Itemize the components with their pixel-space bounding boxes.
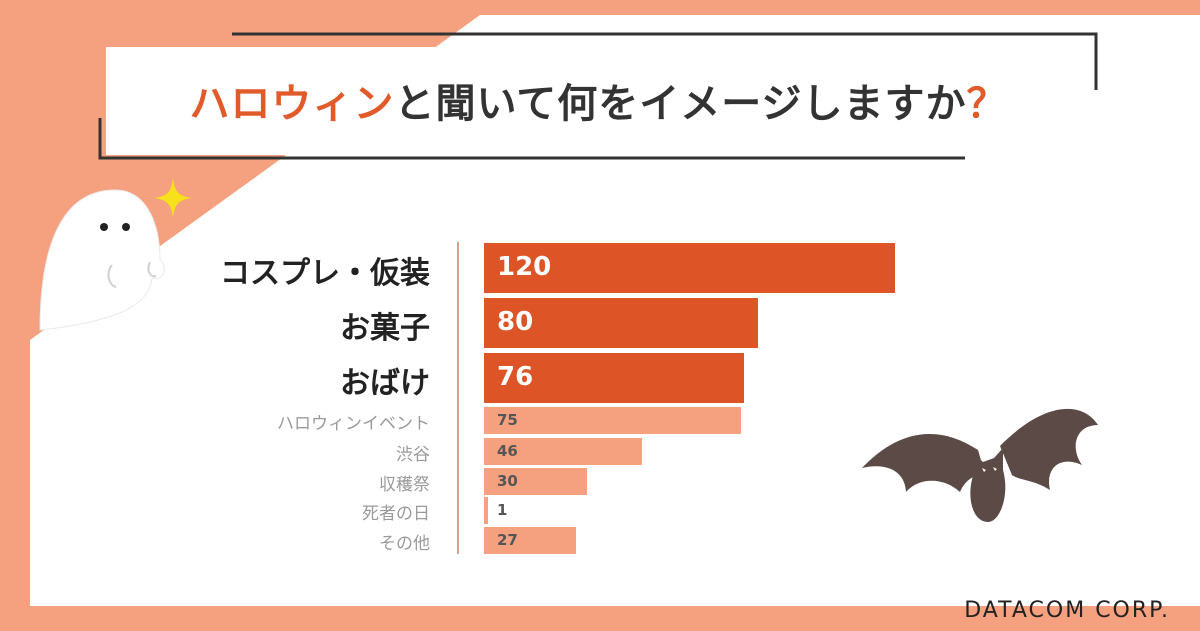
sparkle-icon	[154, 178, 192, 218]
bar	[484, 496, 488, 524]
category-label: コスプレ・仮装	[220, 256, 430, 291]
data-label: 30	[497, 472, 518, 490]
category-label: 死者の日	[362, 504, 430, 524]
bar	[484, 467, 587, 495]
bar	[484, 437, 642, 465]
bar	[484, 353, 745, 403]
category-label: お菓子	[340, 311, 430, 346]
bat-icon	[862, 408, 1098, 522]
category-label: 渋谷	[396, 445, 430, 465]
category-label: ハロウィンイベント	[277, 414, 430, 434]
title-frame-bottom	[98, 118, 965, 160]
title-box: ハロウィンと聞いて何をイメージしますか？	[106, 47, 1091, 155]
bar	[484, 526, 577, 554]
chart-title: ハロウィンと聞いて何をイメージしますか？	[106, 71, 1091, 129]
title-frame-top	[232, 32, 1098, 90]
title-main: と聞いて何をイメージしますか	[394, 81, 967, 127]
category-label: 収穫祭	[379, 475, 430, 495]
category-axis-line	[457, 242, 459, 554]
data-label: 120	[497, 252, 552, 282]
data-label: 76	[497, 362, 534, 392]
brand-logo: DATACOM CORP.	[964, 598, 1170, 623]
footer-band	[30, 620, 1200, 631]
data-label: 27	[497, 531, 518, 549]
title-question-mark: ？	[966, 81, 1008, 127]
bar	[484, 298, 758, 348]
data-label: 80	[497, 307, 534, 337]
ghost-icon	[39, 189, 165, 331]
data-label: 46	[497, 442, 518, 460]
data-label: 75	[497, 411, 518, 429]
category-label: おばけ	[340, 366, 430, 401]
bar	[484, 406, 741, 434]
category-label: その他	[379, 534, 430, 554]
data-label: 1	[497, 501, 508, 519]
bar	[484, 243, 895, 293]
title-accent: ハロウィン	[189, 81, 395, 127]
